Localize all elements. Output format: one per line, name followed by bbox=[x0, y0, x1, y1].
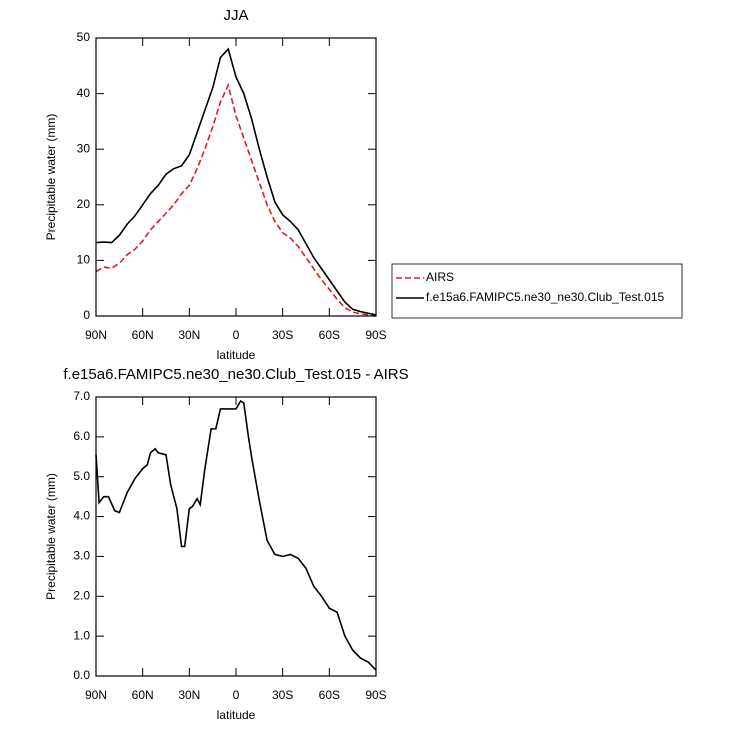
y-axis-label: Precipitable water (mm) bbox=[44, 473, 58, 600]
y-tick-label: 0 bbox=[83, 308, 90, 322]
y-tick-label: 0.0 bbox=[73, 668, 90, 682]
y-axis-label: Precipitable water (mm) bbox=[44, 114, 58, 241]
y-tick-label: 2.0 bbox=[73, 588, 90, 602]
x-tick-label: 60N bbox=[132, 328, 154, 342]
y-tick-label: 40 bbox=[77, 86, 91, 100]
x-tick-label: 60S bbox=[319, 688, 340, 702]
x-tick-label: 0 bbox=[233, 688, 240, 702]
x-tick-label: 30N bbox=[178, 688, 200, 702]
y-tick-label: 30 bbox=[77, 141, 91, 155]
x-tick-label: 0 bbox=[233, 328, 240, 342]
y-tick-label: 1.0 bbox=[73, 628, 90, 642]
x-tick-label: 30N bbox=[178, 328, 200, 342]
y-tick-label: 5.0 bbox=[73, 469, 90, 483]
x-tick-label: 90N bbox=[85, 328, 107, 342]
x-axis-label: latitude bbox=[217, 708, 256, 722]
chart-title: JJA bbox=[223, 7, 248, 24]
legend-label: AIRS bbox=[426, 270, 454, 284]
x-tick-label: 60N bbox=[132, 688, 154, 702]
plot-frame bbox=[95, 37, 377, 317]
line-series bbox=[95, 82, 377, 317]
y-tick-label: 3.0 bbox=[73, 549, 90, 563]
line-series bbox=[95, 47, 377, 316]
y-tick-label: 7.0 bbox=[73, 389, 90, 403]
x-tick-label: 90S bbox=[365, 328, 386, 342]
legend-box bbox=[391, 263, 683, 319]
x-tick-label: 90S bbox=[365, 688, 386, 702]
chart-title: f.e15a6.FAMIPC5.ne30_ne30.Club_Test.015 … bbox=[63, 366, 408, 383]
y-tick-label: 6.0 bbox=[73, 429, 90, 443]
legend-label: f.e15a6.FAMIPC5.ne30_ne30.Club_Test.015 bbox=[426, 290, 664, 304]
x-axis-label: latitude bbox=[217, 348, 256, 362]
x-tick-label: 30S bbox=[272, 688, 293, 702]
y-tick-label: 10 bbox=[77, 253, 91, 267]
y-tick-label: 50 bbox=[77, 30, 91, 44]
x-tick-label: 30S bbox=[272, 328, 293, 342]
y-tick-label: 4.0 bbox=[73, 509, 90, 523]
x-tick-label: 60S bbox=[319, 328, 340, 342]
line-series bbox=[95, 399, 377, 671]
plot-frame bbox=[95, 396, 377, 677]
y-tick-label: 20 bbox=[77, 197, 91, 211]
x-tick-label: 90N bbox=[85, 688, 107, 702]
